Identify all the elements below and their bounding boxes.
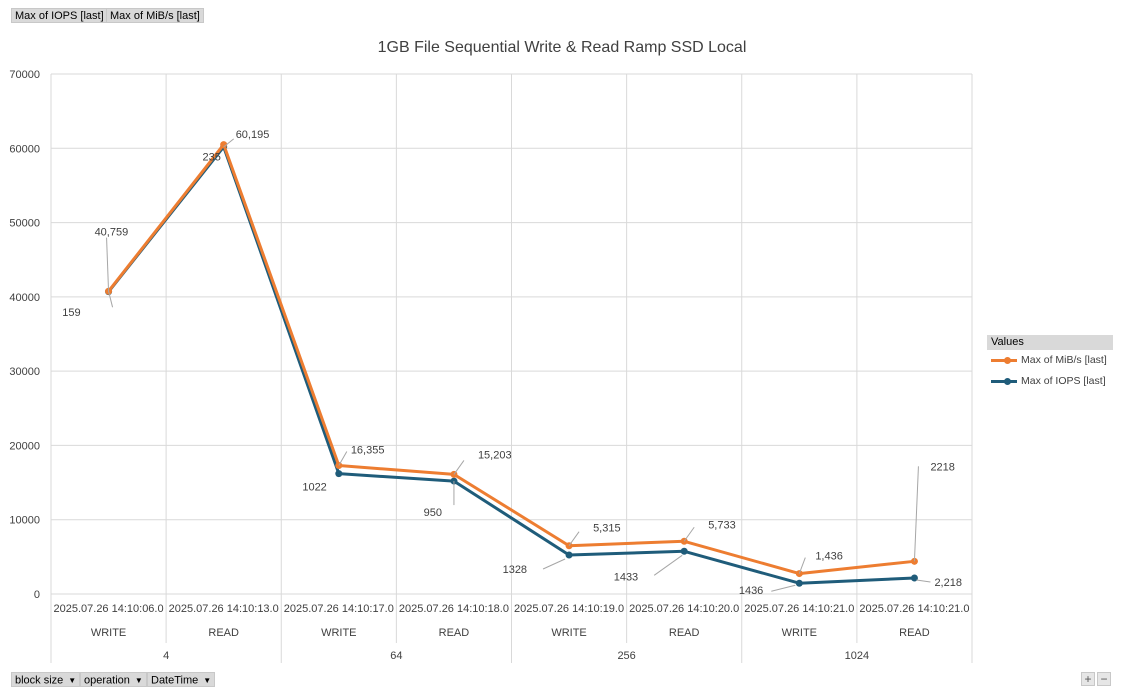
data-label: 40,759 bbox=[95, 227, 129, 239]
chevron-down-icon: ▼ bbox=[203, 676, 212, 685]
data-label: 1436 bbox=[739, 585, 763, 597]
x-tick-label-operation: WRITE bbox=[91, 627, 126, 639]
x-group-label: 256 bbox=[617, 650, 635, 662]
y-tick-label: 10000 bbox=[9, 515, 40, 527]
zoom-out-button[interactable]: − bbox=[1097, 672, 1111, 686]
leader-line bbox=[683, 526, 695, 542]
data-label: 159 bbox=[62, 307, 80, 319]
data-label: 1433 bbox=[614, 571, 638, 583]
legend-line-icon bbox=[991, 356, 1017, 364]
legend-item-mibs[interactable]: Max of MiB/s [last] bbox=[987, 350, 1113, 371]
leader-line bbox=[106, 237, 110, 292]
x-tick-label-operation: READ bbox=[899, 627, 930, 639]
field-max-mibs[interactable]: Max of MiB/s [last] bbox=[106, 8, 204, 23]
data-label: 15,203 bbox=[478, 449, 512, 461]
legend-label: Max of MiB/s [last] bbox=[1021, 354, 1107, 366]
y-tick-label: 30000 bbox=[9, 366, 40, 378]
data-label: 60,195 bbox=[236, 129, 270, 141]
leader-line bbox=[653, 554, 683, 576]
x-tick-label-operation: WRITE bbox=[551, 627, 586, 639]
data-label: 2218 bbox=[930, 461, 954, 473]
data-label: 1022 bbox=[302, 482, 326, 494]
data-label: 5,733 bbox=[708, 519, 736, 531]
field-block-size[interactable]: block size ▼ bbox=[11, 672, 81, 687]
zoom-in-button[interactable]: + bbox=[1081, 672, 1095, 686]
data-point bbox=[680, 547, 688, 555]
data-labels: 159 235 16,355 15,203 5,315 5,733 1,436 2218 40,… bbox=[62, 129, 962, 597]
x-tick-label-datetime: 2025.07.26 14:10:17.0 bbox=[284, 603, 394, 615]
y-tick-label: 40000 bbox=[9, 292, 40, 304]
chevron-down-icon: ▼ bbox=[134, 676, 143, 685]
field-label: block size bbox=[15, 674, 64, 687]
x-tick-label-datetime: 2025.07.26 14:10:20.0 bbox=[629, 603, 739, 615]
legend-item-iops[interactable]: Max of IOPS [last] bbox=[987, 371, 1113, 392]
x-group-label: 4 bbox=[163, 650, 169, 662]
leader-line bbox=[798, 557, 806, 574]
data-label: 16,355 bbox=[351, 444, 385, 456]
data-point bbox=[910, 574, 918, 582]
data-label: 950 bbox=[424, 507, 442, 519]
grid bbox=[50, 73, 973, 595]
data-label: 2,218 bbox=[934, 577, 962, 589]
chevron-down-icon: ▼ bbox=[68, 676, 77, 685]
x-tick-label-datetime: 2025.07.26 14:10:13.0 bbox=[169, 603, 279, 615]
chart-title: 1GB File Sequential Write & Read Ramp SS… bbox=[378, 39, 747, 56]
legend-marker-icon bbox=[1004, 356, 1011, 364]
y-tick-label: 20000 bbox=[9, 440, 40, 452]
y-tick-label: 70000 bbox=[9, 69, 40, 81]
legend-label: Max of IOPS [last] bbox=[1021, 375, 1106, 387]
x-tick-label-datetime: 2025.07.26 14:10:19.0 bbox=[514, 603, 624, 615]
field-datetime[interactable]: DateTime ▼ bbox=[147, 672, 216, 687]
field-operation[interactable]: operation ▼ bbox=[80, 672, 147, 687]
y-tick-label: 60000 bbox=[9, 143, 40, 155]
x-tick-label-datetime: 2025.07.26 14:10:21.0 bbox=[744, 603, 854, 615]
leader-line bbox=[338, 451, 348, 466]
leader-line bbox=[542, 558, 566, 570]
x-group-label: 64 bbox=[390, 650, 402, 662]
y-tick-label: 0 bbox=[34, 589, 40, 601]
x-group-label: 1024 bbox=[845, 650, 869, 662]
x-tick-label-operation: READ bbox=[208, 627, 239, 639]
data-point bbox=[565, 551, 573, 559]
legend: Values Max of MiB/s [last] Max of IOPS [… bbox=[987, 335, 1113, 392]
leader-line bbox=[223, 138, 234, 148]
field-label: operation bbox=[84, 674, 130, 687]
leader-line bbox=[771, 584, 796, 592]
x-tick-label-operation: WRITE bbox=[321, 627, 356, 639]
legend-line-icon bbox=[991, 377, 1017, 385]
axes: 0 10000 20000 30000 40000 50000 60000 70000 2025… bbox=[9, 69, 973, 663]
leader-line bbox=[568, 531, 580, 547]
data-label: 1,436 bbox=[815, 551, 843, 563]
x-tick-label-operation: WRITE bbox=[782, 627, 817, 639]
data-point bbox=[335, 470, 343, 478]
y-tick-label: 50000 bbox=[9, 218, 40, 230]
leader-line bbox=[108, 291, 114, 308]
data-label: 5,315 bbox=[593, 523, 621, 535]
field-max-iops[interactable]: Max of IOPS [last] bbox=[11, 8, 108, 23]
field-label: DateTime bbox=[151, 674, 199, 687]
legend-title: Values bbox=[987, 335, 1113, 350]
x-tick-label-operation: READ bbox=[669, 627, 700, 639]
leader-line bbox=[913, 466, 919, 562]
leader-line bbox=[916, 579, 931, 583]
x-tick-label-datetime: 2025.07.26 14:10:18.0 bbox=[399, 603, 509, 615]
data-label: 1328 bbox=[503, 564, 527, 576]
data-point bbox=[795, 579, 803, 587]
data-label: 235 bbox=[203, 152, 221, 164]
x-tick-label-operation: READ bbox=[439, 627, 470, 639]
legend-marker-icon bbox=[1004, 377, 1011, 385]
series-line bbox=[107, 143, 915, 576]
data-point bbox=[220, 141, 228, 149]
x-tick-label-datetime: 2025.07.26 14:10:06.0 bbox=[54, 603, 164, 615]
leader-line bbox=[453, 460, 465, 475]
x-tick-label-datetime: 2025.07.26 14:10:21.0 bbox=[859, 603, 969, 615]
